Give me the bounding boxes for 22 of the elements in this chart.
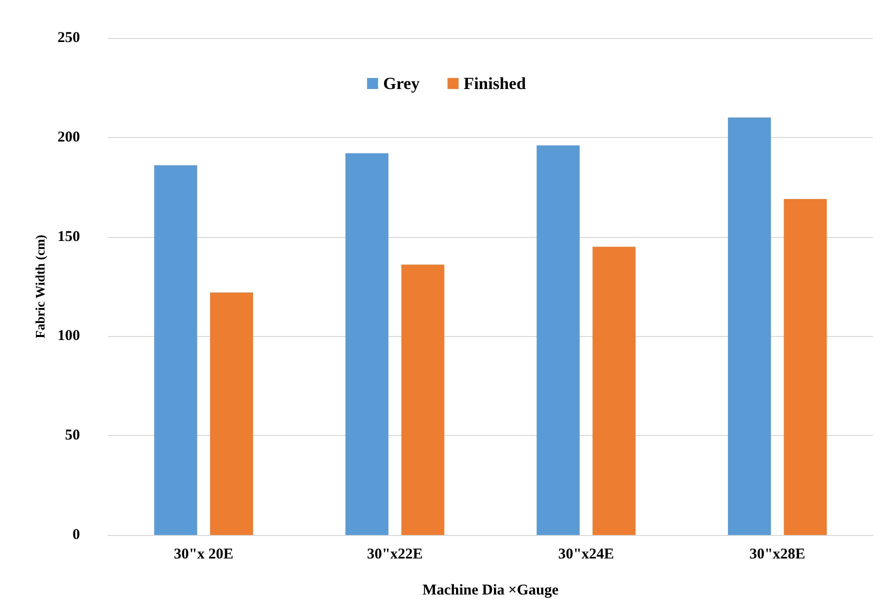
legend-label: Grey xyxy=(383,74,420,93)
bar xyxy=(154,165,198,535)
x-axis-title: Machine Dia ×Gauge xyxy=(422,582,559,598)
legend-label: Finished xyxy=(464,74,526,93)
y-tick-label: 200 xyxy=(58,129,80,146)
x-tick-label: 30"x28E xyxy=(749,546,806,562)
y-tick-label: 0 xyxy=(72,527,80,543)
y-tick-label: 250 xyxy=(58,30,80,46)
bar xyxy=(345,153,388,535)
bar xyxy=(592,246,636,535)
bar xyxy=(401,264,444,535)
bar xyxy=(536,145,580,535)
y-axis-title: Fabric Width (cm) xyxy=(32,234,48,338)
bar xyxy=(210,292,254,535)
bar xyxy=(784,199,827,535)
bar xyxy=(728,118,771,535)
x-tick-label: 30"x22E xyxy=(366,546,423,562)
y-tick-label: 100 xyxy=(58,328,80,344)
y-tick-label: 150 xyxy=(58,228,80,245)
y-tick-label: 50 xyxy=(65,428,80,444)
x-tick-label: 30"x24E xyxy=(558,546,614,562)
x-tick-label: 30"x 20E xyxy=(174,546,234,562)
